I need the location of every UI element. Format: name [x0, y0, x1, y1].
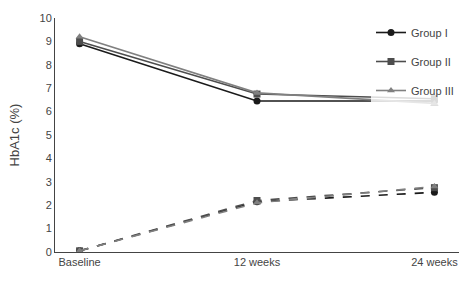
svg-text:Group II: Group II	[411, 56, 451, 68]
svg-text:8: 8	[46, 59, 52, 71]
svg-text:Baseline: Baseline	[58, 256, 100, 268]
svg-text:7: 7	[46, 82, 52, 94]
svg-text:5: 5	[46, 129, 52, 141]
svg-text:9: 9	[46, 35, 52, 47]
svg-text:4: 4	[46, 152, 52, 164]
svg-text:24 weeks: 24 weeks	[411, 256, 458, 268]
svg-text:10: 10	[40, 12, 52, 24]
svg-text:6: 6	[46, 105, 52, 117]
svg-text:2: 2	[46, 199, 52, 211]
svg-text:3: 3	[46, 176, 52, 188]
svg-text:Group III: Group III	[411, 85, 454, 97]
svg-text:Group I: Group I	[411, 27, 448, 39]
svg-text:HbA1c (%): HbA1c (%)	[7, 104, 22, 167]
svg-text:12 weeks: 12 weeks	[234, 256, 281, 268]
svg-text:1: 1	[46, 222, 52, 234]
svg-text:0: 0	[46, 246, 52, 258]
